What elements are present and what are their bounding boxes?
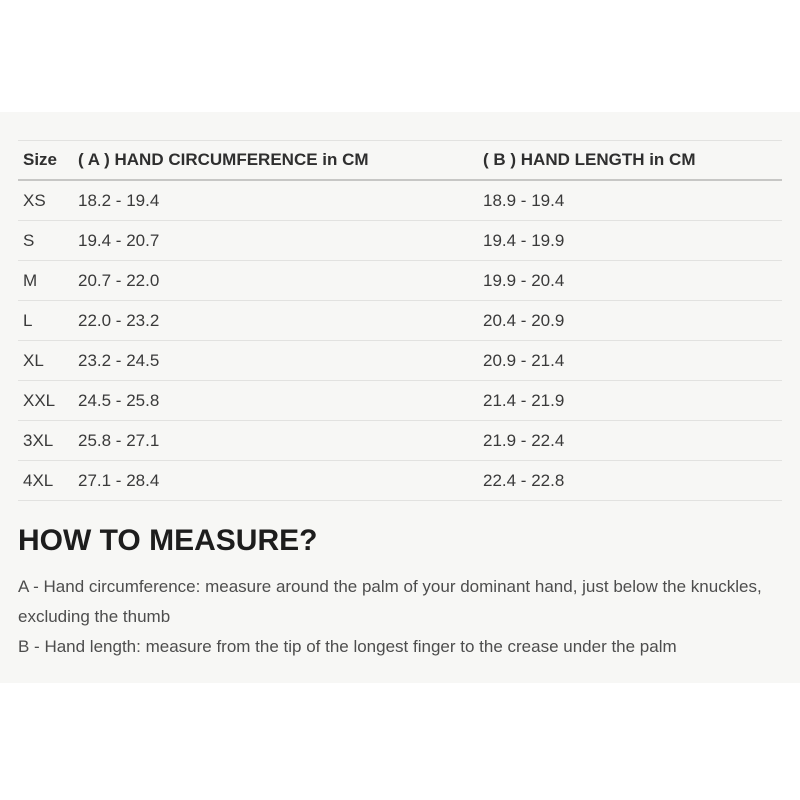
size-label: S [23,230,35,250]
table-row-4xl: 4XL 27.1 - 28.4 22.4 - 22.8 [18,461,782,501]
size-label: XS [23,190,46,210]
size-chart-header-row: Size ( A ) HAND CIRCUMFERENCE in CM ( B … [18,141,782,181]
circumference-value: 18.2 - 19.4 [78,190,160,210]
length-value: 19.4 - 19.9 [483,230,565,250]
size-label: 4XL [23,470,54,490]
table-row-m: M 20.7 - 22.0 19.9 - 20.4 [18,261,782,301]
length-value: 18.9 - 19.4 [483,190,565,210]
circumference-value: 24.5 - 25.8 [78,390,160,410]
size-label: M [23,270,38,290]
how-to-measure-heading: HOW TO MEASURE? [18,524,318,557]
size-label: L [23,310,33,330]
circumference-value: 20.7 - 22.0 [78,270,160,290]
column-header-hand-length: ( B ) HAND LENGTH in CM [483,150,696,169]
table-row-3xl: 3XL 25.8 - 27.1 21.9 - 22.4 [18,421,782,461]
length-value: 21.4 - 21.9 [483,390,565,410]
table-row-xxl: XXL 24.5 - 25.8 21.4 - 21.9 [18,381,782,421]
circumference-value: 22.0 - 23.2 [78,310,160,330]
instruction-hand-circumference: A - Hand circumference: measure around t… [18,577,762,626]
table-row-s: S 19.4 - 20.7 19.4 - 19.9 [18,221,782,261]
column-header-hand-circumference: ( A ) HAND CIRCUMFERENCE in CM [78,150,369,169]
table-row-xl: XL 23.2 - 24.5 20.9 - 21.4 [18,341,782,381]
length-value: 22.4 - 22.8 [483,470,565,490]
length-value: 20.4 - 20.9 [483,310,565,330]
size-label: XL [23,350,44,370]
table-row-xs: XS 18.2 - 19.4 18.9 - 19.4 [18,181,782,221]
circumference-value: 19.4 - 20.7 [78,230,160,250]
column-header-size: Size [23,150,58,169]
length-value: 21.9 - 22.4 [483,430,565,450]
size-guide-panel: Size ( A ) HAND CIRCUMFERENCE in CM ( B … [0,112,800,683]
size-label: XXL [23,390,56,410]
circumference-value: 27.1 - 28.4 [78,470,160,490]
length-value: 20.9 - 21.4 [483,350,565,370]
size-label: 3XL [23,430,54,450]
size-chart-table: Size ( A ) HAND CIRCUMFERENCE in CM ( B … [18,140,782,501]
table-row-l: L 22.0 - 23.2 20.4 - 20.9 [18,301,782,341]
circumference-value: 25.8 - 27.1 [78,430,160,450]
circumference-value: 23.2 - 24.5 [78,350,160,370]
length-value: 19.9 - 20.4 [483,270,565,290]
instruction-hand-length: B - Hand length: measure from the tip of… [18,637,677,656]
